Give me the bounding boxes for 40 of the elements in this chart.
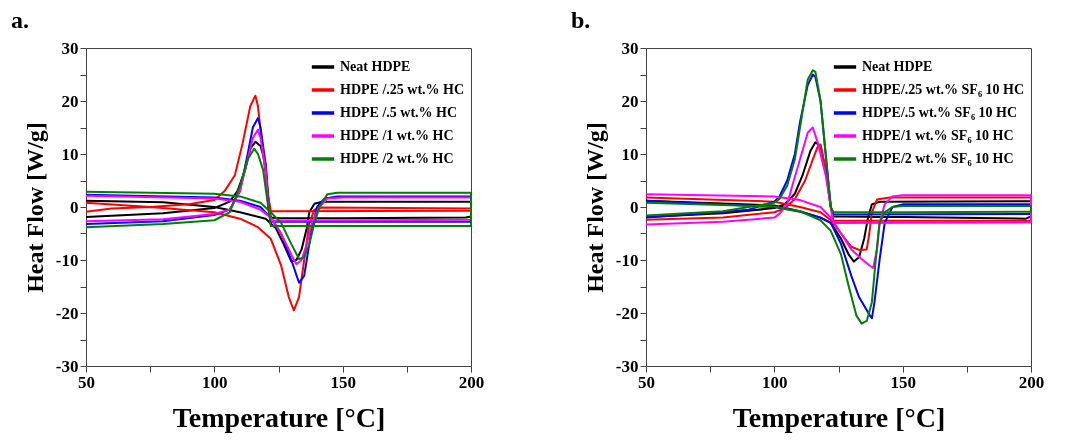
- x-tick-label: 100: [202, 372, 228, 392]
- x-tick-label: 50: [78, 372, 95, 392]
- y-tick-label: -10: [55, 250, 79, 270]
- line-series: [85, 94, 472, 312]
- x-axis-title: Temperature [°C]: [732, 401, 946, 433]
- x-tick-label: 200: [1018, 372, 1045, 392]
- chart-title: b.: [571, 7, 591, 33]
- y-tick-label: 20: [61, 91, 79, 111]
- x-tick-label: 100: [762, 372, 788, 392]
- legend-label: Neat HDPE: [862, 59, 933, 74]
- y-tick-label: 10: [621, 144, 639, 164]
- legend-label: HDPE /.25 wt.% HC: [340, 82, 465, 97]
- x-axis-title: Temperature [°C]: [172, 401, 386, 433]
- x-tick-label: 150: [890, 372, 916, 392]
- legend-label: HDPE/1 wt.% SF₆ 10 HC: [862, 128, 1014, 143]
- y-tick-label: -10: [615, 250, 639, 270]
- y-axis-title: Heat Flow [W/g]: [21, 122, 48, 293]
- x-tick-label: 150: [330, 372, 356, 392]
- y-tick-label: 10: [61, 144, 79, 164]
- legend-label: HDPE/2 wt.% SF₆ 10 HC: [862, 151, 1014, 166]
- y-tick-label: -20: [55, 303, 79, 323]
- legend-label: HDPE /.5 wt.% HC: [340, 105, 458, 120]
- chart-title: a.: [11, 7, 29, 33]
- legend-label: HDPE/.25 wt.% SF₆ 10 HC: [862, 82, 1025, 97]
- y-tick-label: 30: [61, 38, 79, 58]
- y-tick-label: -30: [55, 356, 79, 376]
- y-tick-label: 0: [70, 197, 79, 217]
- legend-label: HDPE/.5 wt.% SF₆ 10 HC: [862, 105, 1018, 120]
- x-tick-label: 50: [638, 372, 655, 392]
- legend-label: HDPE /1 wt.% HC: [340, 128, 454, 143]
- x-tick-label: 200: [458, 372, 485, 392]
- legend-label: HDPE /2 wt.% HC: [340, 151, 454, 166]
- y-tick-label: 20: [621, 91, 639, 111]
- y-tick-label: 30: [621, 38, 639, 58]
- y-tick-label: -30: [615, 356, 639, 376]
- line-series: [85, 116, 472, 284]
- y-axis-title: Heat Flow [W/g]: [581, 122, 608, 293]
- y-tick-label: 0: [630, 197, 639, 217]
- y-tick-label: -20: [615, 303, 639, 323]
- legend-label: Neat HDPE: [340, 59, 411, 74]
